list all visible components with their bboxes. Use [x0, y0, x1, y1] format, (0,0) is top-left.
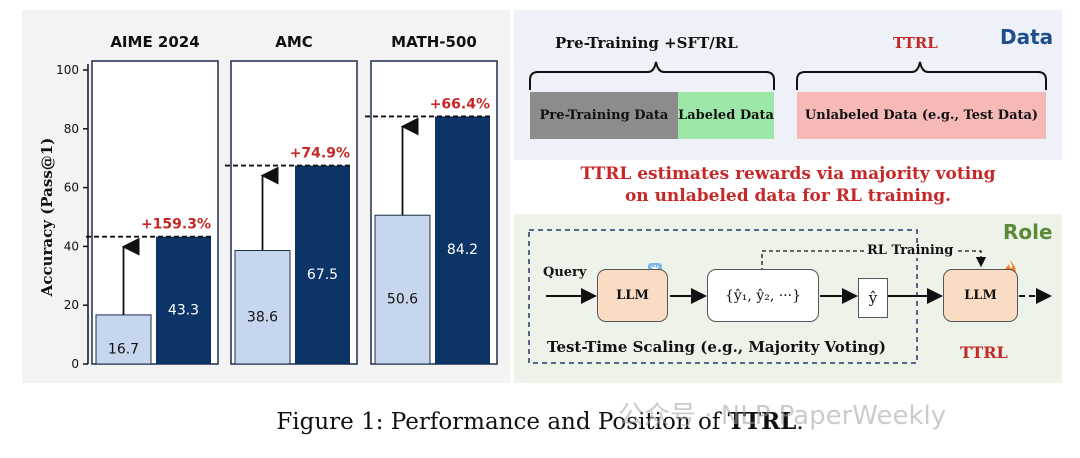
y-tick-label: 40	[64, 239, 79, 253]
pretraining-data-box: Pre-Training Data	[530, 92, 678, 139]
statement-line2: on unlabeled data for RL training.	[624, 186, 952, 206]
y-tick-label: 100	[56, 63, 79, 77]
y-axis-label: Accuracy (Pass@1)	[38, 138, 56, 298]
statement-line1: TTRL estimates rewards via majority voti…	[580, 164, 996, 184]
caption-bold: TTRL	[727, 408, 797, 435]
ttrl-bar	[435, 116, 490, 365]
ttrl-value-label: 67.5	[307, 267, 338, 283]
baseline-value-label: 50.6	[387, 292, 418, 308]
y-tick-label: 80	[64, 122, 79, 136]
y-tick-label: 0	[71, 357, 79, 371]
unlabeled-data-box: Unlabeled Data (e.g., Test Data)	[797, 92, 1046, 139]
improvement-label: +74.9%	[290, 146, 350, 162]
figure-caption: Figure 1: Performance and Position of TT…	[0, 408, 1080, 435]
watermark: 公众号 · NLP PaperWeekly	[618, 401, 947, 431]
data-panel-title: Data	[1000, 25, 1054, 49]
labeled-data-box: Labeled Data	[678, 92, 774, 139]
rl-training-loop	[761, 250, 987, 272]
improvement-label: +66.4%	[430, 96, 490, 112]
llm-box-1: LLM	[597, 269, 668, 322]
ttrl-role-label: TTRL	[960, 343, 1008, 362]
baseline-bar	[374, 214, 431, 365]
baseline-bar	[95, 314, 152, 365]
baseline-value-label: 16.7	[108, 341, 139, 357]
y-tick-label: 20	[64, 298, 79, 312]
chart-title: AIME 2024	[110, 33, 199, 51]
y-tick-label: 60	[64, 181, 79, 195]
group-left-label: Pre-Training +SFT/RL	[555, 34, 738, 52]
chart-title: MATH-500	[391, 33, 477, 51]
baseline-value-label: 38.6	[247, 309, 278, 325]
ttrl-value-label: 84.2	[447, 242, 478, 258]
ttrl-bar	[295, 165, 350, 364]
ttrl-bar	[156, 236, 211, 364]
group-right-label: TTRL	[893, 34, 938, 52]
candidate-answers-box: {ŷ₁, ŷ₂, ···}	[707, 269, 819, 322]
improvement-label: +159.3%	[141, 217, 211, 233]
role-panel-title: Role	[1003, 220, 1053, 244]
right-brace	[796, 61, 1047, 90]
performance-charts: 0 20 40 60 80 100 Accuracy (Pass@1) AIME 2024 16…	[38, 33, 498, 371]
ttrl-value-label: 43.3	[168, 302, 199, 318]
chart-title: AMC	[275, 33, 313, 51]
tts-label: Test-Time Scaling (e.g., Majority Voting…	[547, 338, 886, 356]
rl-training-label: RL Training	[865, 243, 956, 258]
left-brace	[529, 61, 775, 90]
llm-box-2: LLM	[943, 269, 1018, 322]
caption-prefix: Figure 1: Performance and Position of	[276, 409, 728, 435]
query-label: Query	[543, 265, 587, 280]
voted-answer-box: ŷ	[858, 278, 888, 318]
caption-suffix: .	[796, 409, 804, 435]
